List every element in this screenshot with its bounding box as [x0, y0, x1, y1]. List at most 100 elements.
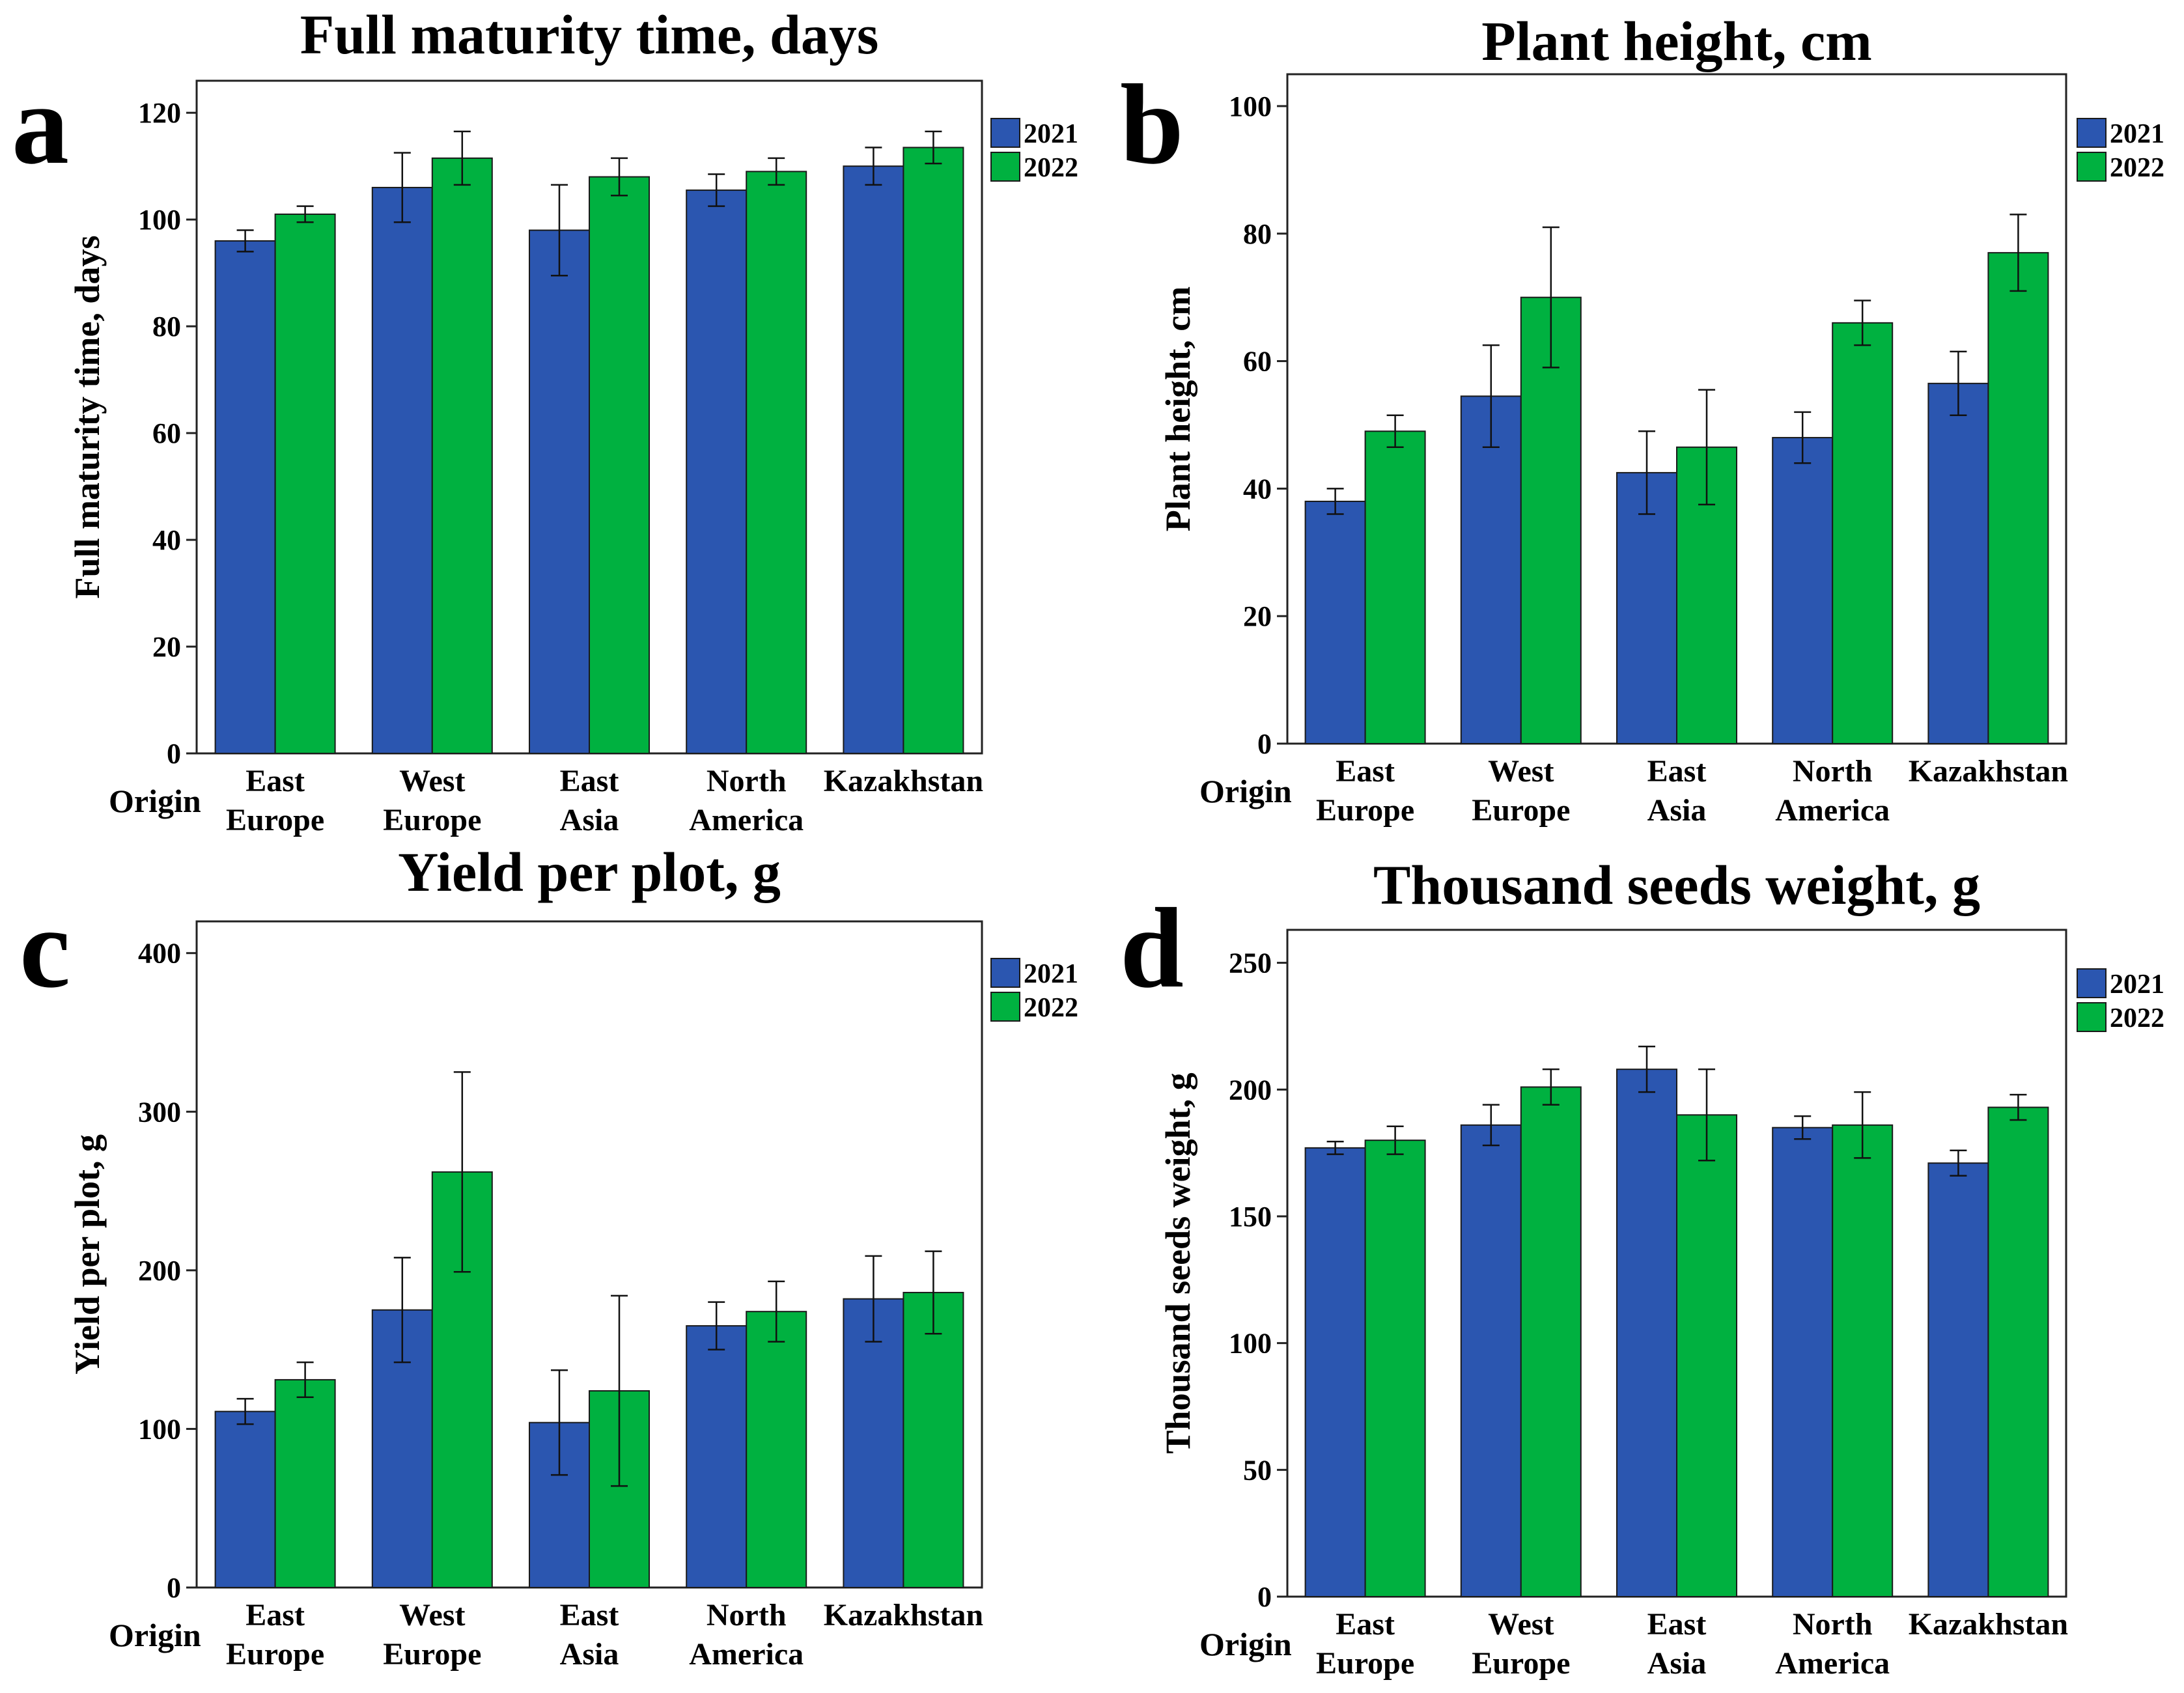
bar-2022	[1987, 252, 2049, 744]
bar-2021	[1772, 437, 1834, 744]
y-axis-label: Plant height, cm	[1158, 287, 1197, 531]
panel-label: c	[20, 885, 70, 1012]
bar-2021	[843, 165, 904, 754]
bar-2021	[214, 240, 276, 754]
legend-swatch-2021	[2077, 118, 2107, 148]
y-tick-label: 0	[1257, 728, 1272, 760]
y-tick-label: 40	[1243, 473, 1272, 505]
bar-2022	[1520, 296, 1582, 744]
legend-label: 2021	[1024, 119, 1078, 149]
legend-label: 2021	[2110, 119, 2164, 149]
bar-2021	[1304, 500, 1366, 744]
x-category-label: Kazakhstan	[1909, 1607, 2068, 1642]
x-axis-label: Origin	[109, 783, 201, 819]
legend-label: 2021	[2110, 970, 2164, 1000]
bar-2021	[686, 1325, 748, 1589]
y-tick-label: 100	[1229, 1328, 1272, 1360]
bar-2022	[1364, 1140, 1426, 1597]
y-tick-label: 20	[152, 631, 181, 663]
bar-2021	[1927, 382, 1989, 744]
bar-2021	[529, 229, 590, 754]
y-tick-label: 0	[1257, 1581, 1272, 1613]
bar-2021	[843, 1298, 904, 1588]
x-category-label: West Europe	[383, 764, 481, 837]
x-category-label: East Asia	[560, 764, 619, 837]
y-tick-label: 20	[1243, 600, 1272, 632]
bar-2021	[1616, 471, 1677, 745]
bar-2021	[1304, 1147, 1366, 1597]
bar-2021	[1460, 395, 1522, 744]
chart-panel-c: c Yield per plot, g 0 100 200 300 400 Yield per…	[20, 841, 1078, 1672]
chart-panel-b: b Plant height, cm 0 20 40 60 80 100 Plant heigh…	[1120, 10, 2164, 828]
x-category-label: East Asia	[1647, 1607, 1707, 1681]
y-tick-label: 250	[1229, 947, 1272, 979]
x-category-label: North America	[689, 764, 804, 837]
bar-2021	[371, 186, 433, 754]
y-tick-label: 120	[138, 97, 181, 129]
bar-2022	[274, 1378, 336, 1588]
bar-2021	[686, 189, 748, 755]
bar-2021	[1927, 1162, 1989, 1597]
y-tick-label: 60	[152, 417, 181, 449]
y-tick-label: 60	[1243, 346, 1272, 378]
legend-label: 2021	[1024, 959, 1078, 989]
chart-title: Plant height, cm	[1481, 10, 1872, 72]
x-category-label: East Europe	[226, 1598, 324, 1672]
y-tick-label: 100	[138, 204, 181, 236]
y-tick-label: 0	[167, 1572, 181, 1604]
legend-label: 2022	[1024, 993, 1078, 1023]
y-tick-label: 50	[1243, 1454, 1272, 1486]
legend-swatch-2021	[990, 958, 1020, 988]
legend-label: 2022	[1024, 153, 1078, 183]
bar-2022	[1676, 446, 1737, 744]
legend-swatch-2021	[990, 118, 1020, 148]
legend-swatch-2021	[2077, 968, 2107, 998]
y-tick-label: 100	[138, 1413, 181, 1445]
bar-2022	[1832, 1124, 1894, 1597]
chart-panel-d: d Thousand seeds weight, g 0 50 100 150 200 250…	[1120, 854, 2164, 1681]
panel-label: a	[12, 61, 69, 188]
x-category-label: East Europe	[226, 764, 324, 837]
y-tick-label: 80	[152, 311, 181, 343]
legend-label: 2022	[2110, 153, 2164, 183]
bar-2021	[1616, 1069, 1677, 1598]
y-axis-label: Yield per plot, g	[68, 1134, 107, 1375]
y-tick-label: 150	[1229, 1201, 1272, 1233]
y-tick-label: 40	[152, 524, 181, 556]
x-category-label: West Europe	[1472, 754, 1570, 828]
bar-2022	[903, 147, 964, 754]
bar-2022	[1832, 322, 1894, 745]
bar-2022	[431, 157, 493, 754]
x-category-label: North America	[689, 1598, 804, 1672]
y-tick-label: 0	[167, 738, 181, 770]
x-category-label: East Europe	[1316, 1607, 1414, 1681]
y-tick-label: 80	[1243, 218, 1272, 250]
x-category-label: Kazakhstan	[1909, 754, 2068, 789]
legend-swatch-2022	[990, 152, 1020, 182]
bar-2022	[903, 1291, 964, 1588]
x-category-label: Kazakhstan	[824, 764, 983, 798]
y-tick-label: 300	[138, 1096, 181, 1128]
y-tick-label: 100	[1229, 91, 1272, 122]
y-axis-label: Full maturity time, days	[68, 236, 107, 599]
legend-swatch-2022	[2077, 1002, 2107, 1032]
y-tick-label: 200	[138, 1255, 181, 1287]
bar-2022	[1987, 1106, 2049, 1597]
y-tick-label: 200	[1229, 1074, 1272, 1106]
bar-2022	[746, 1311, 807, 1588]
bar-2022	[1676, 1114, 1737, 1597]
bar-2021	[1460, 1124, 1522, 1597]
x-category-label: East Asia	[1647, 754, 1707, 828]
chart-title: Full maturity time, days	[300, 3, 879, 66]
bar-2022	[1364, 430, 1426, 744]
panel-label: b	[1120, 61, 1184, 188]
chart-title: Thousand seeds weight, g	[1373, 854, 1980, 916]
x-category-label: West Europe	[383, 1598, 481, 1672]
x-category-label: West Europe	[1472, 1607, 1570, 1681]
x-category-label: North America	[1775, 754, 1890, 828]
x-category-label: North America	[1775, 1607, 1890, 1681]
bar-2021	[214, 1410, 276, 1589]
y-tick-label: 400	[138, 938, 181, 970]
bar-2021	[1772, 1126, 1834, 1597]
